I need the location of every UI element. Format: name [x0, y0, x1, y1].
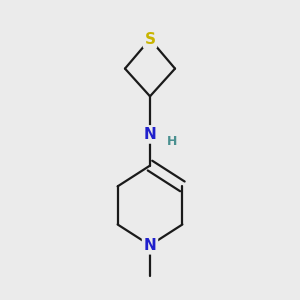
Text: N: N: [144, 127, 156, 142]
Text: H: H: [167, 135, 177, 148]
Text: S: S: [145, 32, 155, 47]
Text: N: N: [144, 238, 156, 253]
